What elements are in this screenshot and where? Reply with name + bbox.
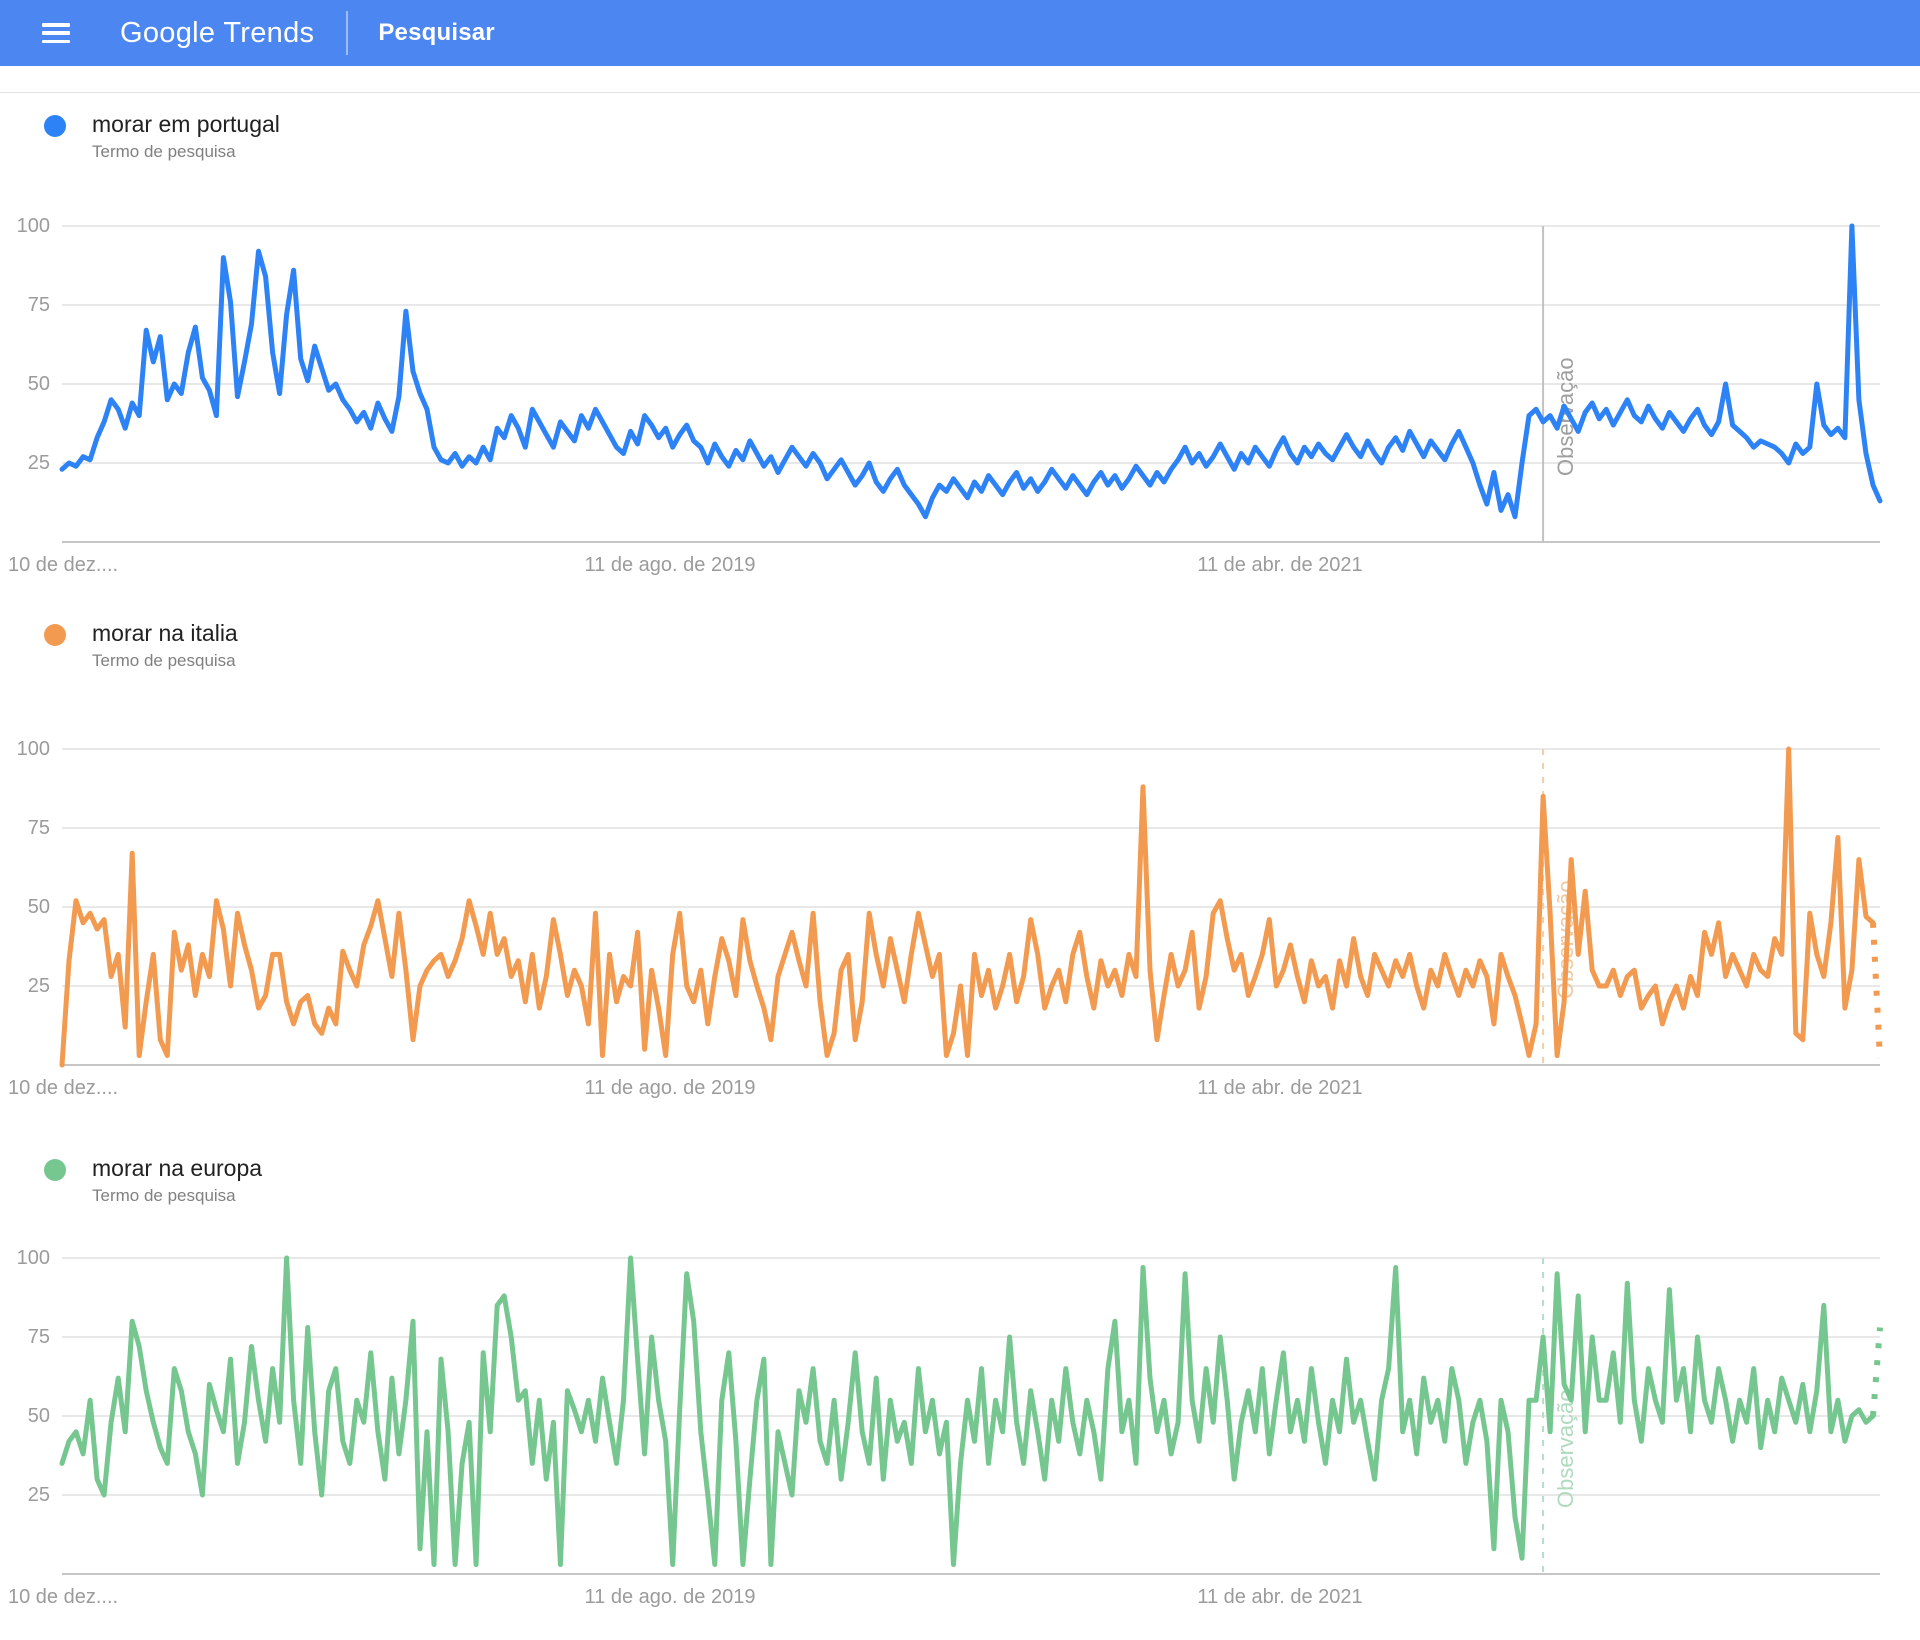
x-tick-end: 11 de abr. de 2021 — [1197, 1077, 1363, 1099]
legend-dot — [44, 624, 66, 646]
x-tick-end: 11 de abr. de 2021 — [1197, 1586, 1363, 1608]
y-tick-25: 25 — [27, 1484, 50, 1506]
legend: morar na italia Termo de pesquisa — [44, 588, 1920, 671]
hamburger-menu-icon[interactable] — [42, 23, 70, 43]
x-tick-start: 10 de dez.... — [8, 1077, 119, 1099]
y-tick-75: 75 — [27, 1326, 50, 1348]
y-tick-50: 50 — [27, 373, 50, 395]
legend-dot — [44, 115, 66, 137]
plot-area: 100 75 50 25 Observação 10 de dez.... 11… — [0, 215, 1920, 588]
y-tick-25: 25 — [27, 975, 50, 997]
chart-section-morar-na-italia: morar na italia Termo de pesquisa 100 75… — [0, 588, 1920, 1111]
y-tick-50: 50 — [27, 896, 50, 918]
search-term-subtitle: Termo de pesquisa — [92, 1186, 236, 1205]
search-term-title: morar na europa — [92, 1155, 263, 1181]
y-tick-25: 25 — [27, 452, 50, 474]
search-term-title: morar na italia — [92, 620, 238, 646]
legend: morar na europa Termo de pesquisa — [44, 1111, 1920, 1206]
trends-report: morar em portugal Termo de pesquisa 100 … — [0, 92, 1920, 1620]
search-term-subtitle: Termo de pesquisa — [92, 651, 236, 670]
x-tick-mid: 11 de ago. de 2019 — [584, 1077, 756, 1099]
legend: morar em portugal Termo de pesquisa — [44, 93, 1920, 162]
x-tick-end: 11 de abr. de 2021 — [1197, 554, 1363, 576]
y-tick-75: 75 — [27, 817, 50, 839]
x-tick-start: 10 de dez.... — [8, 1586, 119, 1608]
header-divider — [346, 11, 349, 55]
y-tick-50: 50 — [27, 1405, 50, 1427]
trend-line-chart[interactable]: Observação — [59, 1255, 1883, 1575]
note-annotation-label: Observação — [1553, 1389, 1578, 1508]
chart-section-morar-na-europa: morar na europa Termo de pesquisa 100 75… — [0, 1111, 1920, 1620]
nav-pesquisar[interactable]: Pesquisar — [378, 19, 495, 46]
logo-google: Google — [120, 16, 216, 49]
search-term-title: morar em portugal — [92, 111, 280, 137]
y-tick-100: 100 — [16, 1247, 50, 1269]
plot-area: 100 75 50 25 Observação 10 de dez.... 11… — [0, 738, 1920, 1111]
y-tick-100: 100 — [16, 738, 50, 760]
y-tick-100: 100 — [16, 215, 50, 237]
app-header: Google Trends Pesquisar — [0, 0, 1920, 66]
note-annotation-label: Observação — [1553, 357, 1578, 476]
x-tick-mid: 11 de ago. de 2019 — [584, 1586, 756, 1608]
google-trends-logo[interactable]: Google Trends — [120, 17, 314, 50]
legend-dot — [44, 1159, 66, 1181]
logo-trends: Trends — [223, 16, 315, 49]
trend-line-chart[interactable]: Observação — [59, 746, 1883, 1068]
x-tick-mid: 11 de ago. de 2019 — [584, 554, 756, 576]
search-term-subtitle: Termo de pesquisa — [92, 142, 236, 161]
chart-section-morar-em-portugal: morar em portugal Termo de pesquisa 100 … — [0, 93, 1920, 588]
x-tick-start: 10 de dez.... — [8, 554, 119, 576]
y-tick-75: 75 — [27, 294, 50, 316]
trend-line-chart[interactable]: Observação — [59, 223, 1883, 543]
plot-area: 100 75 50 25 Observação 10 de dez.... 11… — [0, 1247, 1920, 1620]
